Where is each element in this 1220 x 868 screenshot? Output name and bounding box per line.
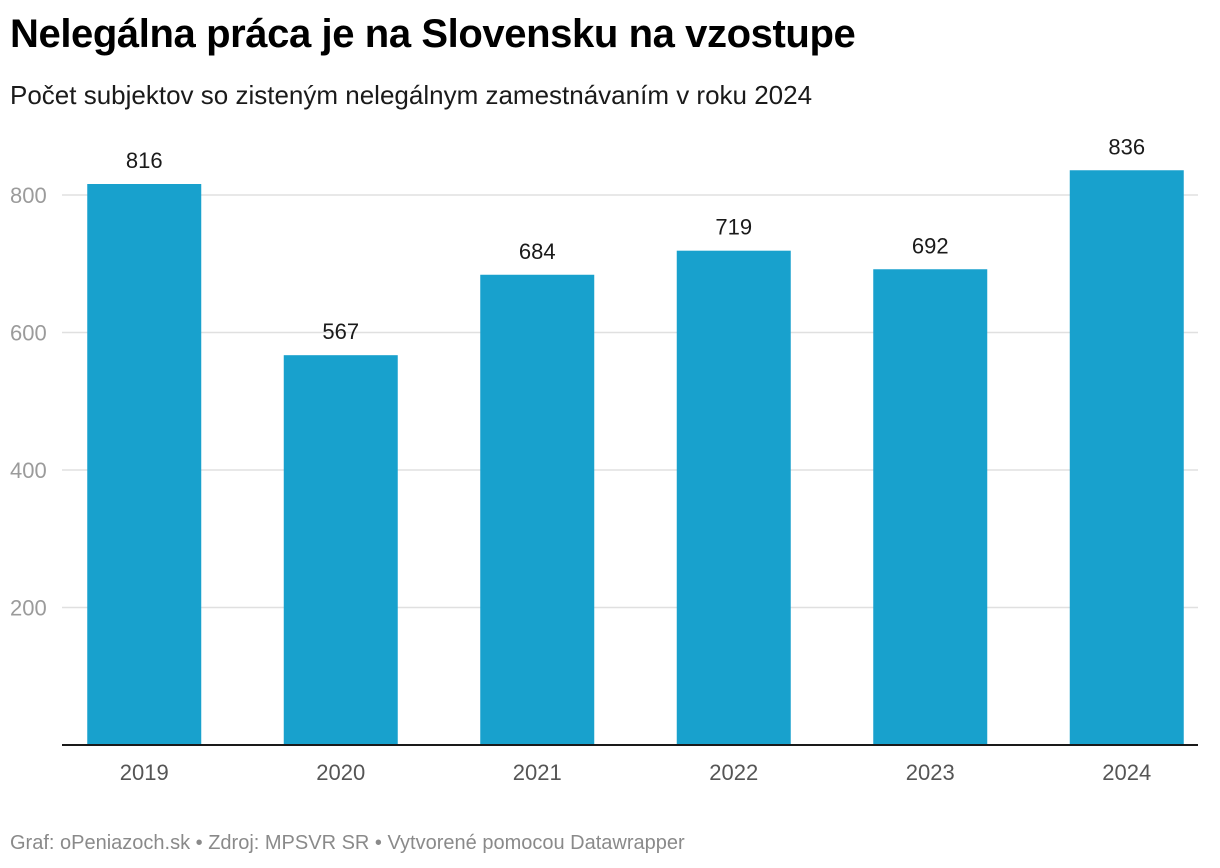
chart-subtitle: Počet subjektov so zisteným nelegálnym z…	[10, 80, 813, 110]
bar-2020	[283, 355, 398, 745]
y-tick-label-200: 200	[10, 596, 47, 621]
data-labels: 816 567 684 719 692 836	[126, 134, 1145, 344]
y-tick-label-400: 400	[10, 458, 47, 483]
bar-2021	[480, 274, 595, 745]
data-label-2024: 836	[1108, 134, 1145, 159]
data-label-2020: 567	[322, 319, 359, 344]
y-tick-label-800: 800	[10, 183, 47, 208]
y-tick-label-600: 600	[10, 321, 47, 346]
x-tick-label-2022: 2022	[709, 760, 758, 785]
data-label-2019: 816	[126, 148, 163, 173]
bar-2022	[676, 250, 791, 745]
x-axis: 2019 2020 2021 2022 2023 2024	[120, 760, 1151, 785]
x-tick-label-2019: 2019	[120, 760, 169, 785]
x-tick-label-2021: 2021	[513, 760, 562, 785]
x-tick-label-2024: 2024	[1102, 760, 1151, 785]
chart-title: Nelegálna práca je na Slovensku na vzost…	[10, 12, 856, 56]
bar-2019	[87, 184, 202, 745]
bar-2024	[1069, 170, 1184, 745]
x-tick-label-2023: 2023	[906, 760, 955, 785]
data-label-2022: 719	[715, 215, 752, 240]
data-label-2023: 692	[912, 233, 949, 258]
data-label-2021: 684	[519, 239, 556, 264]
x-tick-label-2020: 2020	[316, 760, 365, 785]
chart-footer: Graf: oPeniazoch.sk • Zdroj: MPSVR SR • …	[10, 832, 685, 854]
y-axis: 200 400 600 800	[10, 183, 47, 621]
bar-2023	[873, 269, 988, 745]
gridlines	[62, 194, 1198, 609]
bars	[87, 170, 1184, 745]
